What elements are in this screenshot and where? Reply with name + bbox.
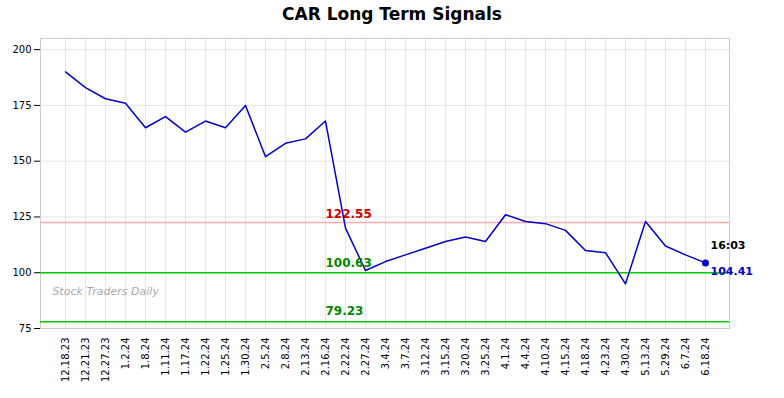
- svg-text:100: 100: [12, 267, 31, 278]
- svg-text:5.29.24: 5.29.24: [660, 338, 671, 376]
- svg-text:1.25.24: 1.25.24: [220, 338, 231, 376]
- svg-text:150: 150: [12, 155, 31, 166]
- svg-text:1.17.24: 1.17.24: [180, 338, 191, 376]
- svg-text:2.22.24: 2.22.24: [340, 338, 351, 376]
- svg-text:4.4.24: 4.4.24: [520, 338, 531, 370]
- svg-text:200: 200: [12, 44, 31, 55]
- svg-text:4.23.24: 4.23.24: [600, 338, 611, 376]
- svg-text:1.8.24: 1.8.24: [140, 338, 151, 370]
- svg-text:4.18.24: 4.18.24: [580, 338, 591, 376]
- svg-text:12.27.23: 12.27.23: [100, 338, 111, 383]
- svg-text:5.13.24: 5.13.24: [640, 338, 651, 376]
- svg-text:2.27.24: 2.27.24: [360, 338, 371, 376]
- svg-text:3.12.24: 3.12.24: [420, 338, 431, 376]
- svg-text:12.21.23: 12.21.23: [80, 338, 91, 383]
- svg-text:Stock Traders Daily: Stock Traders Daily: [53, 285, 160, 298]
- svg-text:2.13.24: 2.13.24: [300, 338, 311, 376]
- svg-text:6.18.24: 6.18.24: [700, 338, 711, 376]
- svg-text:4.1.24: 4.1.24: [500, 338, 511, 370]
- svg-text:6.7.24: 6.7.24: [680, 338, 691, 370]
- svg-text:104.41: 104.41: [711, 265, 753, 278]
- svg-text:3.15.24: 3.15.24: [440, 338, 451, 376]
- svg-text:4.30.24: 4.30.24: [620, 338, 631, 376]
- svg-text:175: 175: [12, 100, 31, 111]
- svg-text:3.4.24: 3.4.24: [380, 338, 391, 370]
- svg-text:3.25.24: 3.25.24: [480, 338, 491, 376]
- svg-text:1.2.24: 1.2.24: [120, 338, 131, 370]
- svg-text:3.20.24: 3.20.24: [460, 338, 471, 376]
- svg-text:75: 75: [19, 323, 32, 334]
- svg-text:1.22.24: 1.22.24: [200, 338, 211, 376]
- svg-text:125: 125: [12, 211, 31, 222]
- svg-text:16:03: 16:03: [711, 239, 746, 252]
- svg-text:2.16.24: 2.16.24: [320, 338, 331, 376]
- svg-text:100.63: 100.63: [326, 256, 372, 270]
- html-text:CAR Long Term Signals: CAR Long Term Signals: [282, 4, 502, 24]
- svg-text:79.23: 79.23: [326, 304, 364, 318]
- svg-text:3.7.24: 3.7.24: [400, 338, 411, 370]
- svg-text:122.55: 122.55: [326, 207, 372, 221]
- svg-text:4.15.24: 4.15.24: [560, 338, 571, 376]
- svg-text:4.10.24: 4.10.24: [540, 338, 551, 376]
- svg-text:2.8.24: 2.8.24: [280, 338, 291, 370]
- svg-text:1.11.24: 1.11.24: [160, 338, 171, 376]
- svg-text:12.18.23: 12.18.23: [60, 338, 71, 383]
- svg-text:1.30.24: 1.30.24: [240, 338, 251, 376]
- svg-text:2.5.24: 2.5.24: [260, 338, 271, 370]
